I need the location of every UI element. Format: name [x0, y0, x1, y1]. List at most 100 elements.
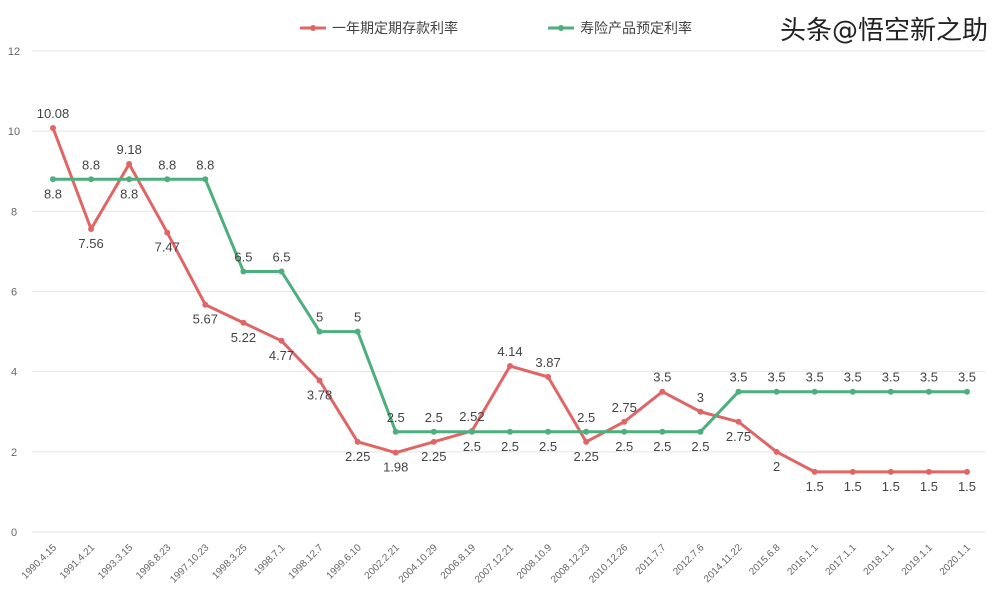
y-tick-label: 6	[11, 287, 17, 299]
y-tick-label: 8	[11, 206, 17, 218]
x-tick-label: 2007.12.21	[473, 542, 516, 585]
x-tick-label: 2017.1.1	[824, 542, 860, 578]
data-point	[659, 428, 666, 435]
legend-label: 一年期定期存款利率	[332, 20, 458, 36]
data-label: 8.8	[120, 186, 138, 201]
data-label: 2.52	[459, 409, 484, 424]
data-point	[735, 418, 742, 425]
x-tick-label: 2008.12.23	[549, 542, 592, 585]
data-label: 1.98	[383, 460, 408, 475]
data-label: 2.25	[421, 449, 446, 464]
x-tick-label: 1998.12.7	[286, 542, 326, 582]
data-point	[583, 428, 590, 435]
x-tick-label: 1998.7.1	[252, 542, 288, 578]
data-point	[697, 408, 704, 415]
data-point	[545, 373, 552, 380]
data-label: 2.25	[574, 449, 599, 464]
data-point	[468, 428, 475, 435]
data-point	[88, 176, 95, 183]
data-point	[811, 388, 818, 395]
data-label: 2.5	[501, 439, 519, 454]
data-label: 2.5	[425, 410, 443, 425]
data-point	[354, 328, 361, 335]
data-point	[773, 388, 780, 395]
legend-marker	[558, 25, 564, 31]
data-label: 3.5	[958, 370, 976, 385]
data-label: 1.5	[806, 479, 824, 494]
data-label: 2.5	[387, 410, 405, 425]
data-point	[697, 428, 704, 435]
data-point	[659, 388, 666, 395]
y-tick-label: 0	[11, 527, 17, 539]
data-label: 1.5	[844, 479, 862, 494]
data-point	[773, 448, 780, 455]
data-point	[278, 268, 285, 275]
data-label: 4.14	[497, 344, 522, 359]
data-point	[126, 161, 133, 168]
x-tick-label: 2015.6.8	[747, 542, 783, 578]
data-label: 7.56	[78, 236, 103, 251]
data-label: 8.8	[196, 157, 214, 172]
data-label: 3.5	[920, 370, 938, 385]
data-label: 3.5	[882, 370, 900, 385]
data-point	[164, 229, 171, 236]
data-point	[583, 438, 590, 445]
data-label: 3.87	[535, 355, 560, 370]
data-label: 9.18	[117, 142, 142, 157]
data-label: 2.5	[577, 410, 595, 425]
data-label: 8.8	[44, 186, 62, 201]
data-point	[202, 176, 209, 183]
data-label: 8.8	[158, 157, 176, 172]
data-point	[887, 388, 894, 395]
data-label: 2.75	[726, 429, 751, 444]
x-tick-label: 2006.8.19	[439, 542, 479, 582]
data-point	[240, 319, 247, 326]
data-point	[316, 377, 323, 384]
data-label: 1.5	[882, 479, 900, 494]
y-tick-label: 4	[11, 367, 17, 379]
data-point	[849, 468, 856, 475]
data-point	[392, 428, 399, 435]
x-tick-label: 2018.1.1	[862, 542, 898, 578]
data-label: 2.5	[691, 439, 709, 454]
data-point	[887, 468, 894, 475]
data-label: 5	[354, 310, 361, 325]
data-point	[507, 363, 513, 370]
x-tick-label: 2002.2.21	[363, 542, 403, 582]
data-label: 3.5	[768, 370, 786, 385]
x-tick-label: 2004.10.29	[397, 542, 440, 585]
x-tick-label: 2014.11.22	[702, 542, 745, 585]
data-label: 2.5	[615, 439, 633, 454]
data-label: 3.5	[653, 370, 671, 385]
series-line	[53, 177, 967, 434]
y-tick-label: 2	[11, 447, 17, 459]
data-label: 3.78	[307, 387, 332, 402]
data-point	[925, 388, 932, 395]
data-label: 5	[316, 310, 323, 325]
data-point	[925, 468, 932, 475]
data-point	[811, 468, 818, 475]
data-label: 10.08	[37, 106, 70, 121]
data-point	[240, 268, 247, 275]
x-tick-label: 2008.10.9	[515, 542, 555, 582]
y-tick-label: 10	[8, 126, 20, 138]
data-point	[88, 225, 95, 232]
data-label: 6.5	[272, 249, 290, 264]
legend-marker	[310, 25, 316, 31]
data-point	[278, 337, 285, 344]
data-label: 6.5	[234, 249, 252, 264]
data-label: 2.25	[345, 449, 370, 464]
data-label: 2	[773, 459, 780, 474]
data-label: 5.67	[193, 312, 218, 327]
data-point	[545, 428, 552, 435]
data-label: 2.75	[612, 400, 637, 415]
x-tick-label: 1997.10.23	[168, 542, 211, 585]
data-label: 3.5	[729, 370, 747, 385]
data-point	[354, 438, 361, 445]
x-tick-label: 1999.6.10	[325, 542, 365, 582]
data-label: 3.5	[806, 370, 824, 385]
data-point	[316, 328, 323, 335]
data-point	[621, 428, 628, 435]
